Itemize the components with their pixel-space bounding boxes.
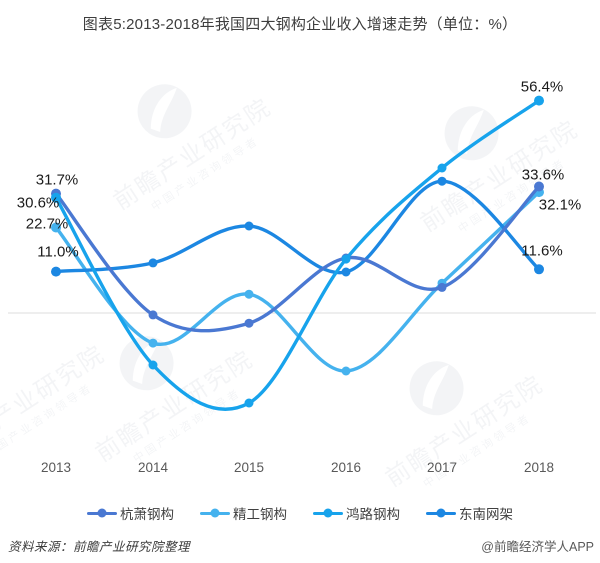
data-label-hangxiao-2013: 31.7% [35, 171, 79, 189]
data-point-jinggong-2014 [148, 338, 158, 348]
legend: 杭萧钢构 精工钢构 鸿路钢构 东南网架 [0, 503, 600, 523]
legend-item-honglu: 鸿路钢构 [313, 503, 400, 523]
x-axis-label-2014: 2014 [137, 460, 169, 475]
data-point-dongnan-2013 [51, 266, 61, 277]
x-axis-label-2013: 2013 [40, 460, 72, 475]
legend-item-dongnan: 东南网架 [426, 503, 513, 523]
data-point-honglu-2018 [534, 95, 544, 106]
data-point-honglu-2013 [51, 192, 61, 203]
legend-item-jinggong: 精工钢构 [200, 503, 287, 523]
chart-title: 图表5:2013-2018年我国四大钢构企业收入增速走势（单位：%） [82, 16, 518, 33]
x-axis-label-2017: 2017 [426, 460, 458, 475]
data-label-jinggong-2013: 22.7% [25, 215, 69, 233]
data-label-dongnan-2013: 11.0% [37, 243, 79, 261]
data-point-jinggong-2013 [51, 222, 61, 233]
legend-label: 东南网架 [459, 507, 513, 522]
data-point-dongnan-2018 [534, 264, 544, 275]
legend-marker-icon [426, 511, 456, 515]
legend-marker-icon [200, 511, 230, 515]
x-axis-label-2018: 2018 [523, 460, 555, 475]
data-point-hangxiao-2015 [244, 318, 254, 328]
credit-note: @前瞻经济学人APP [481, 540, 594, 554]
data-point-honglu-2014 [148, 360, 158, 370]
data-point-hangxiao-2018 [534, 181, 544, 192]
data-label-honglu-2013: 30.6% [16, 194, 60, 212]
data-label-dongnan-2018: 11.6% [521, 242, 563, 260]
data-point-hangxiao-2017 [437, 282, 447, 292]
data-label-honglu-2018: 56.4% [520, 78, 564, 96]
x-axis-label-2015: 2015 [233, 460, 265, 475]
data-point-honglu-2015 [244, 398, 254, 408]
data-label-hangxiao-2018: 33.6% [521, 166, 565, 184]
data-point-honglu-2016 [341, 254, 351, 264]
data-point-jinggong-2016 [341, 366, 351, 376]
legend-label: 精工钢构 [233, 507, 287, 522]
data-point-dongnan-2014 [148, 258, 158, 268]
data-point-honglu-2017 [437, 163, 447, 173]
legend-label: 杭萧钢构 [120, 507, 174, 522]
x-axis-label-2016: 2016 [330, 460, 362, 475]
legend-item-hangxiao: 杭萧钢构 [87, 503, 174, 523]
legend-marker-icon [313, 511, 343, 515]
data-point-dongnan-2016 [341, 267, 351, 277]
data-point-hangxiao-2014 [148, 310, 158, 320]
series-line-jinggong [54, 190, 541, 373]
data-point-dongnan-2017 [437, 176, 447, 186]
series-line-honglu [54, 98, 541, 411]
data-point-dongnan-2015 [244, 221, 254, 231]
legend-label: 鸿路钢构 [346, 507, 400, 522]
legend-marker-icon [87, 511, 117, 515]
data-label-jinggong-2018: 32.1% [538, 196, 582, 214]
data-point-jinggong-2015 [244, 289, 254, 299]
source-note: 资料来源：前瞻产业研究院整理 [8, 540, 191, 554]
series-line-hangxiao [54, 184, 541, 333]
